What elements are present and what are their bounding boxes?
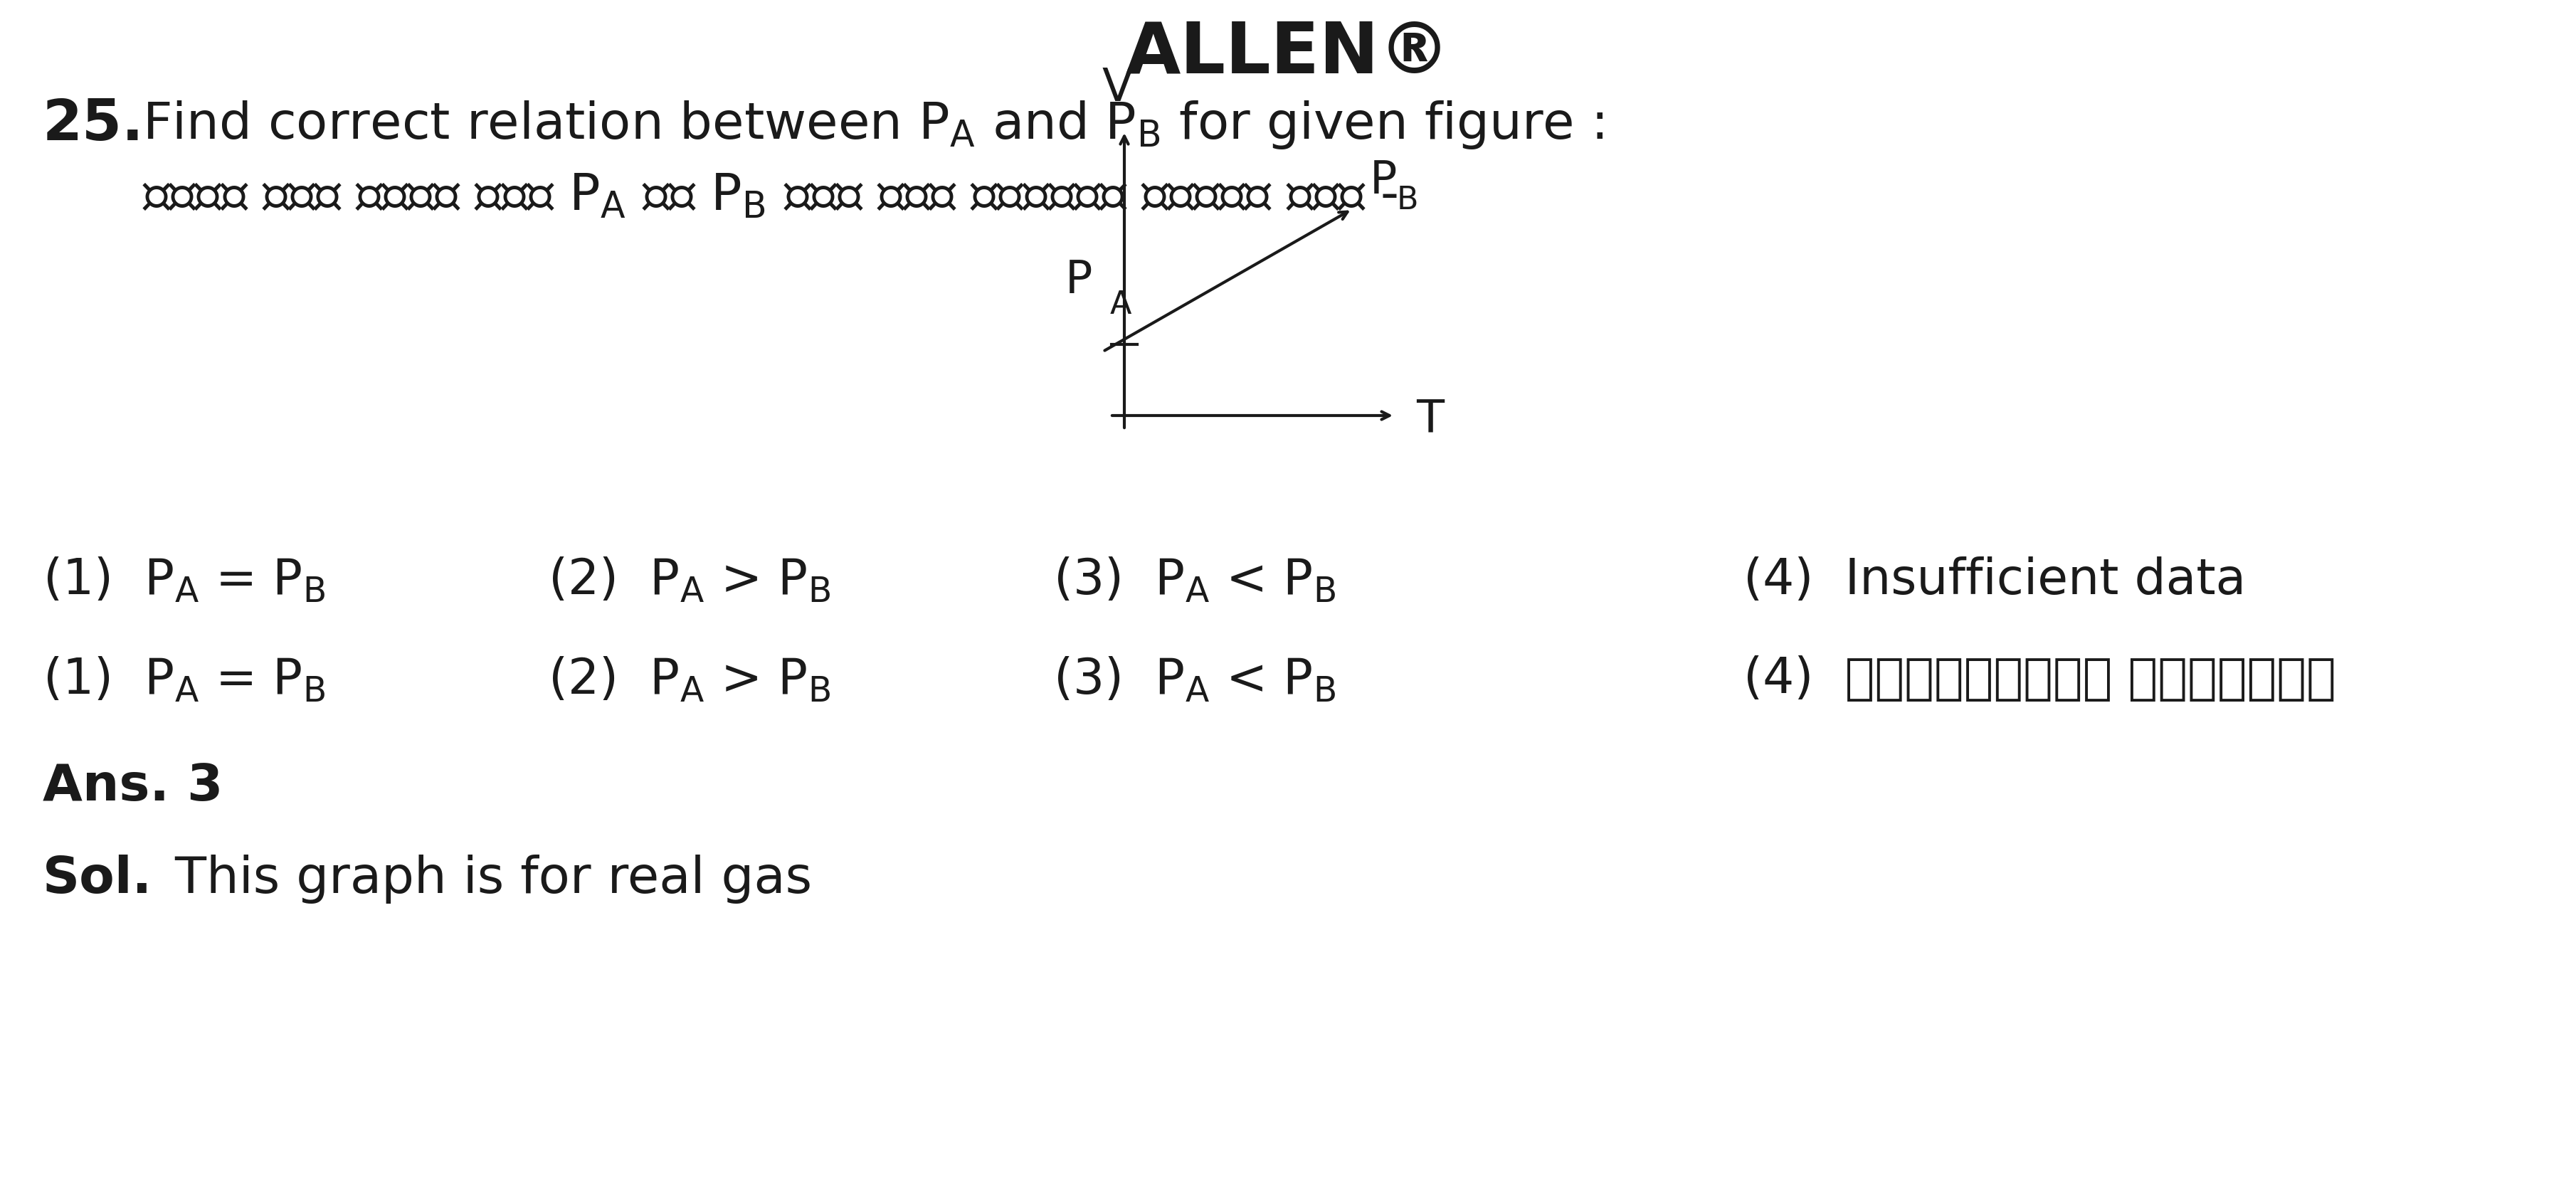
Text: (3)  $\mathregular{P_A}$ < $\mathregular{P_B}$: (3) $\mathregular{P_A}$ < $\mathregular{… [1054, 555, 1337, 604]
Text: (1)  $\mathregular{P_A}$ = $\mathregular{P_B}$: (1) $\mathregular{P_A}$ = $\mathregular{… [44, 655, 325, 703]
Text: (2)  $\mathregular{P_A}$ > $\mathregular{P_B}$: (2) $\mathregular{P_A}$ > $\mathregular{… [549, 555, 829, 604]
Text: Sol.: Sol. [44, 854, 152, 902]
Text: T: T [1417, 398, 1445, 442]
Text: 25.: 25. [44, 97, 144, 153]
Text: This graph is for real gas: This graph is for real gas [142, 854, 811, 902]
Text: दिये गये वक्र में $\mathregular{P_A}$ और $\mathregular{P_B}$ में सही सम्बंध ज्ञा: दिये गये वक्र में $\mathregular{P_A}$ और… [142, 170, 1399, 220]
Text: (1)  $\mathregular{P_A}$ = $\mathregular{P_B}$: (1) $\mathregular{P_A}$ = $\mathregular{… [44, 555, 325, 604]
Text: B: B [1396, 185, 1419, 215]
Text: (2)  $\mathregular{P_A}$ > $\mathregular{P_B}$: (2) $\mathregular{P_A}$ > $\mathregular{… [549, 655, 829, 703]
Text: Find correct relation between $\mathregular{P_A}$ and $\mathregular{P_B}$ for gi: Find correct relation between $\mathregu… [142, 98, 1602, 150]
Text: A: A [1110, 289, 1131, 320]
Text: ALLEN®: ALLEN® [1126, 19, 1450, 88]
Text: P: P [1064, 258, 1092, 302]
Text: Ans. 3: Ans. 3 [44, 761, 224, 810]
Text: P: P [1370, 159, 1396, 202]
Text: (4)  अपर्याप्त जानकारी: (4) अपर्याप्त जानकारी [1744, 655, 2336, 703]
Text: V: V [1103, 66, 1133, 110]
Text: (4)  Insufficient data: (4) Insufficient data [1744, 555, 2246, 604]
Text: (3)  $\mathregular{P_A}$ < $\mathregular{P_B}$: (3) $\mathregular{P_A}$ < $\mathregular{… [1054, 655, 1337, 703]
